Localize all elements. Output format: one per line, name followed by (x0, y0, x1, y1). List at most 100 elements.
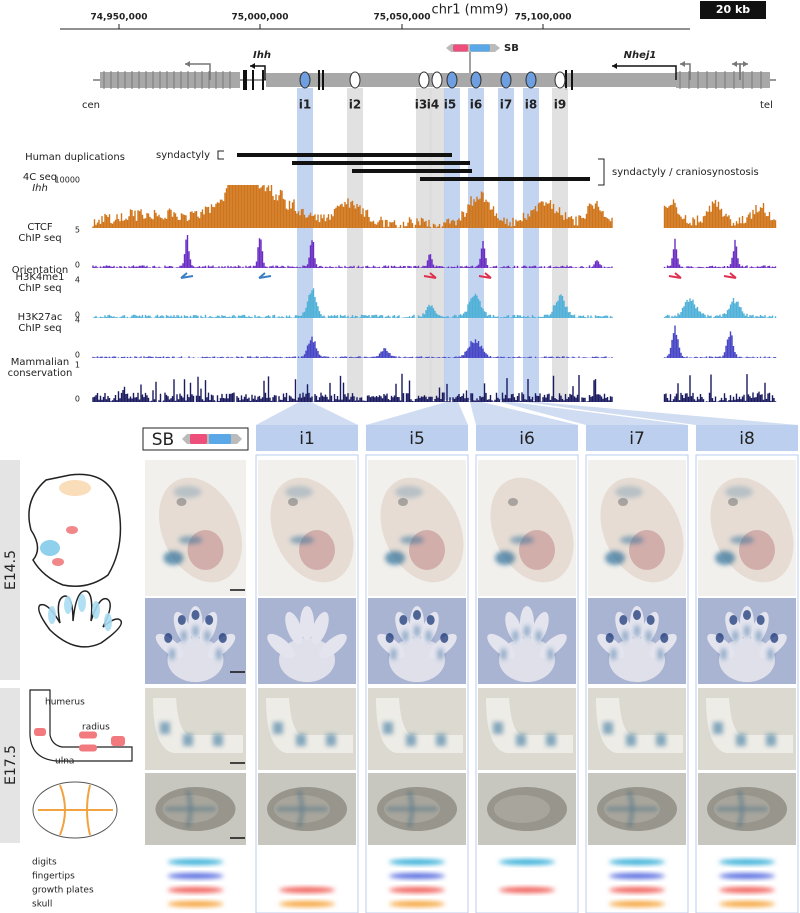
expression (178, 536, 203, 544)
element (299, 71, 311, 89)
arrow-head (185, 61, 190, 67)
element (554, 71, 566, 89)
column-label: i6 (519, 429, 535, 449)
element-label: i1 (299, 98, 311, 112)
legend-smudge (167, 887, 224, 893)
track-scale: 0 (75, 261, 80, 270)
column-label: i7 (629, 429, 645, 449)
arrow-head (743, 61, 748, 67)
legend-smudge (719, 901, 775, 907)
exon (262, 70, 264, 90)
arrow-head (250, 63, 255, 69)
schematic-digit (78, 594, 86, 612)
element (525, 71, 537, 89)
element-band (523, 88, 539, 400)
gene-body (100, 72, 240, 88)
expression (215, 648, 222, 660)
track-label: H3K27ac (18, 312, 63, 323)
track-scale: 1 (75, 361, 80, 370)
digit (531, 611, 549, 645)
expression (177, 615, 186, 625)
expression (183, 734, 193, 746)
expression (164, 633, 173, 643)
end-label: tel (760, 100, 773, 111)
expression (191, 610, 200, 620)
expression (400, 536, 424, 544)
signal-track (92, 235, 777, 268)
expression (767, 648, 774, 660)
connector (366, 402, 468, 425)
embryo-liver (299, 530, 335, 570)
expression (426, 615, 435, 625)
expression (729, 615, 738, 625)
label: 74,950,000 (91, 13, 148, 23)
expression (425, 630, 432, 642)
legend-smudge (389, 901, 445, 907)
track-label: Orientation (12, 265, 68, 276)
skull-sutures (38, 784, 113, 836)
track-label: Mammalian (11, 357, 69, 368)
expression (395, 486, 423, 498)
column-frame (255, 454, 359, 913)
embryo-eye (508, 498, 518, 506)
stage-label: E17.5 (3, 745, 19, 785)
expression (169, 648, 176, 660)
signal-track (92, 373, 777, 402)
legend-label: fingertips (32, 872, 75, 882)
element-label: i8 (525, 98, 537, 112)
expression (290, 536, 314, 544)
embryo-liver (739, 530, 775, 570)
expression (715, 551, 735, 565)
expression (756, 615, 765, 625)
element-band (444, 88, 460, 400)
dup-label: Human duplications (25, 152, 125, 163)
expression (204, 630, 211, 642)
expression (715, 633, 724, 643)
schematic-digit (92, 601, 100, 619)
legend-smudge (719, 873, 775, 879)
element (500, 71, 512, 89)
element-label: i7 (500, 98, 512, 112)
expression (535, 630, 542, 642)
expression (646, 615, 655, 625)
track-label: ChIP seq (18, 283, 61, 294)
arrow-head (612, 63, 617, 69)
embryo-eye (398, 498, 408, 506)
gene-label: Nhej1 (624, 50, 657, 61)
expression (605, 551, 625, 565)
palm (279, 638, 335, 682)
expression (634, 625, 640, 637)
digit (505, 611, 523, 645)
schematic-gp (52, 558, 64, 566)
skull-highlight (494, 795, 550, 823)
expression (277, 790, 327, 828)
embryo-liver (409, 530, 445, 570)
stage-bar (0, 460, 20, 680)
stage-bar (0, 688, 20, 843)
track-scale: 10000 (55, 176, 80, 185)
duplication (292, 161, 470, 165)
digit (267, 633, 295, 659)
legend-smudge (167, 901, 224, 907)
legend-smudge (499, 859, 555, 865)
ctcf-orientation (668, 272, 682, 279)
legend-smudge (279, 887, 335, 893)
column-label: i5 (409, 429, 425, 449)
expression (437, 648, 444, 660)
expression (720, 648, 727, 660)
palm (499, 638, 555, 682)
track-label: ChIP seq (18, 233, 61, 244)
expression (383, 722, 393, 734)
connector (256, 402, 358, 425)
ctcf-orientation (723, 272, 737, 279)
dup-label: syndactyly / craniosynostosis (612, 167, 759, 178)
duplication (352, 169, 472, 173)
digit (649, 633, 677, 659)
expression (713, 722, 723, 734)
ctcf-orientation (423, 272, 437, 279)
connector (470, 402, 578, 425)
digit (520, 606, 534, 640)
expression (730, 536, 754, 544)
element-band (416, 88, 432, 400)
palm (719, 638, 775, 682)
